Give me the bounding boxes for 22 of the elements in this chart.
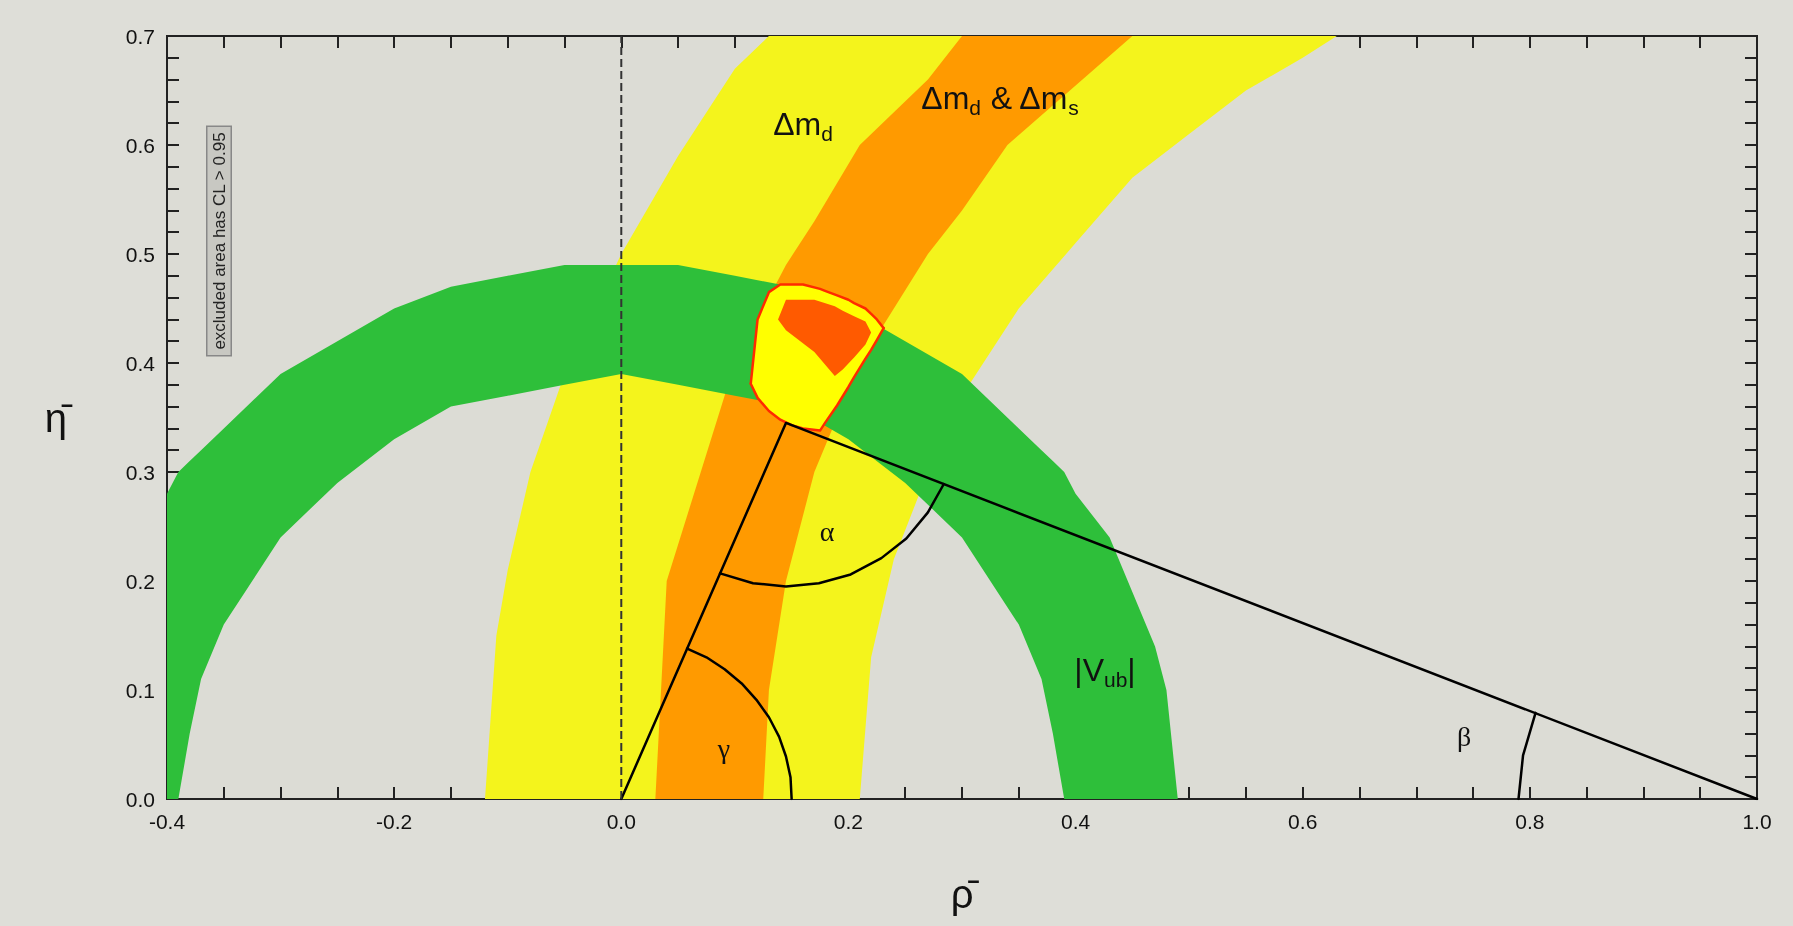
annotation: α (819, 515, 835, 547)
y-tick-label: 0.7 (125, 24, 155, 48)
x-tick-label: 0.6 (1288, 810, 1318, 833)
x-tick-label: 0.0 (606, 810, 636, 833)
annotation: β (1456, 720, 1472, 752)
y-axis-title: η̄ (44, 395, 73, 440)
y-tick-label: 0.4 (125, 351, 156, 375)
x-tick-label: -0.4 (148, 810, 186, 833)
y-tick-label: 0.6 (125, 133, 155, 157)
x-tick-label: 0.4 (1060, 810, 1091, 833)
y-tick-label: 0.1 (125, 678, 155, 702)
annotation: excluded area has CL > 0.95 (209, 132, 229, 350)
x-axis-title: ρ̄ (950, 872, 980, 916)
x-tick-label: -0.2 (376, 810, 413, 833)
y-tick-label: 0.2 (125, 569, 155, 593)
x-tick-label: 1.0 (1742, 810, 1772, 833)
x-tick-label: 0.2 (833, 810, 864, 833)
y-tick-label: 0.3 (125, 460, 155, 484)
annotation: γ (716, 732, 731, 764)
x-tick-label: 0.8 (1515, 810, 1545, 833)
y-tick-label: 0.0 (125, 787, 155, 811)
y-tick-label: 0.5 (125, 242, 155, 266)
